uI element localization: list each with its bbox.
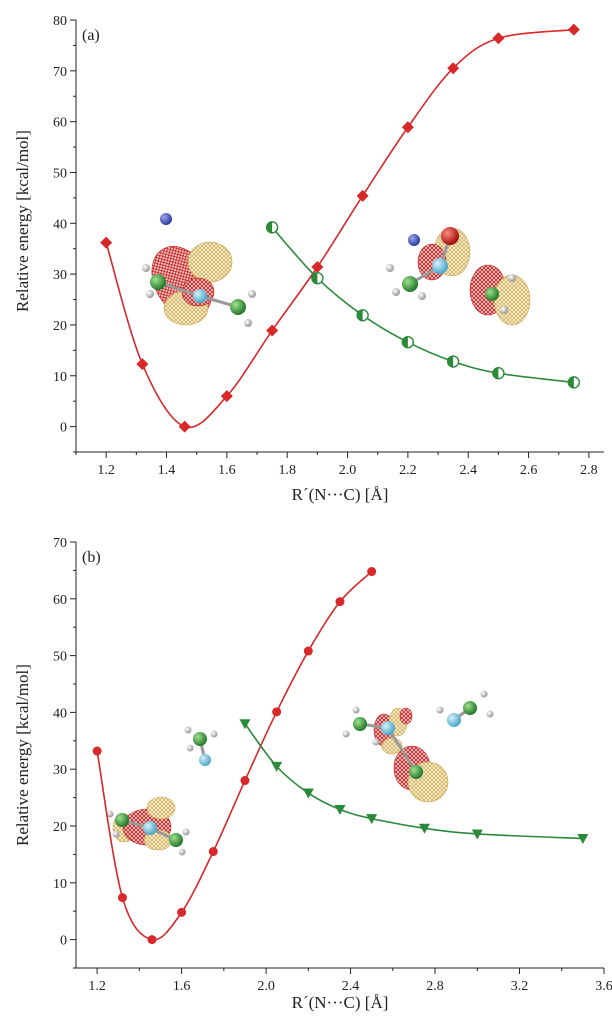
y-tick-label: 20 (53, 820, 67, 835)
data-point (220, 390, 233, 403)
data-point (311, 271, 324, 285)
panel-a: 1.2 1.4 1.6 1.8 2.0 2.2 2.4 2.6 2.8 0 10 20 30 40 50 60… (13, 14, 604, 504)
x-tick-label: 2.6 (520, 463, 538, 478)
x-tick-label: 2.4 (459, 463, 477, 478)
data-point (271, 761, 283, 772)
x-tick-label: 1.6 (173, 979, 191, 994)
data-point (239, 719, 251, 730)
data-point (356, 309, 369, 322)
data-point (265, 221, 279, 234)
x-tick-label: 1.2 (97, 463, 115, 478)
y-tick-label: 0 (60, 421, 67, 436)
data-point (117, 893, 127, 903)
x-tick-label: 2.8 (580, 463, 598, 478)
y-tick-label: 10 (53, 370, 67, 385)
data-point (492, 367, 505, 380)
x-tick-label: 1.2 (88, 979, 106, 994)
y-tick-label: 30 (53, 268, 67, 283)
y-tick-label: 50 (53, 650, 67, 665)
data-point (311, 261, 324, 274)
y-tick-label: 40 (53, 706, 67, 721)
data-point (418, 823, 430, 834)
x-tick-label: 1.8 (278, 463, 296, 478)
data-point (178, 420, 191, 433)
data-point (401, 121, 414, 134)
data-point (367, 567, 377, 577)
y-tick-label: 10 (53, 877, 67, 892)
data-point (334, 805, 346, 816)
series-line-0 (96, 570, 373, 941)
data-point (92, 746, 102, 756)
panel-b: 1.2 1.6 2.0 2.4 2.8 3.2 3.6 0 10 20 30 40 50 60 70 (b)… (13, 536, 612, 1012)
left-molecular-orbital-inset (142, 213, 256, 327)
y-tick-label: 60 (53, 116, 67, 131)
x-tick-label: 1.4 (158, 463, 176, 478)
y-tick-label: 50 (53, 166, 67, 181)
panel-label-b: (b) (82, 549, 101, 566)
data-point (147, 935, 157, 945)
right-molecular-orbital-inset (342, 690, 494, 803)
y-tick-label: 20 (53, 319, 67, 334)
series-line-0 (105, 28, 574, 429)
data-point (366, 814, 378, 825)
data-point (401, 336, 415, 349)
x-tick-label: 2.0 (257, 979, 275, 994)
data-point (356, 189, 369, 202)
y-tick-label: 70 (53, 65, 67, 80)
y-tick-label: 80 (53, 14, 67, 29)
panel-label-a: (a) (82, 27, 100, 44)
data-point (447, 62, 460, 75)
y-axis-title: Relative energy [kcal/mol] (13, 130, 32, 312)
x-tick-label: 2.2 (399, 463, 417, 478)
x-tick-label: 2.4 (342, 979, 360, 994)
x-tick-label: 3.6 (595, 979, 612, 994)
right-molecular-orbital-inset (386, 227, 531, 326)
data-point (577, 833, 589, 844)
left-molecular-orbital-inset (106, 726, 218, 856)
data-point (100, 236, 113, 249)
data-point (302, 788, 314, 799)
x-axis-title: R´(N···C) [Å] (292, 993, 389, 1012)
data-point (446, 355, 460, 368)
x-tick-label: 2.0 (339, 463, 357, 478)
y-tick-label: 40 (53, 217, 67, 232)
data-point (567, 376, 581, 389)
x-tick-label: 1.6 (218, 463, 236, 478)
x-tick-label: 2.8 (426, 979, 444, 994)
x-axis-title: R´(N···C) [Å] (292, 485, 389, 504)
data-point (266, 324, 279, 337)
y-tick-label: 60 (53, 593, 67, 608)
data-point (272, 707, 282, 717)
data-point (492, 32, 505, 45)
data-point (208, 847, 218, 857)
y-tick-label: 70 (53, 536, 67, 551)
y-tick-label: 0 (60, 934, 67, 949)
data-point (303, 646, 313, 656)
data-point (335, 597, 345, 607)
data-point (567, 23, 580, 36)
data-point (136, 358, 149, 371)
y-axis-title: Relative energy [kcal/mol] (13, 664, 32, 846)
data-point (177, 907, 187, 917)
data-point (471, 829, 483, 840)
x-tick-label: 3.2 (511, 979, 529, 994)
y-tick-label: 30 (53, 763, 67, 778)
data-point (240, 776, 250, 786)
